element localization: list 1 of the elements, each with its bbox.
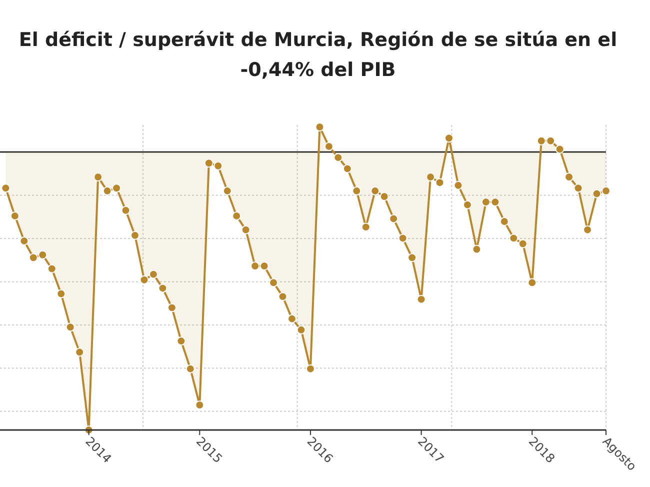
chart-title: El déficit / superávit de Murcia, Región de se sitúa en el -0,44% del PIB [18, 29, 618, 81]
